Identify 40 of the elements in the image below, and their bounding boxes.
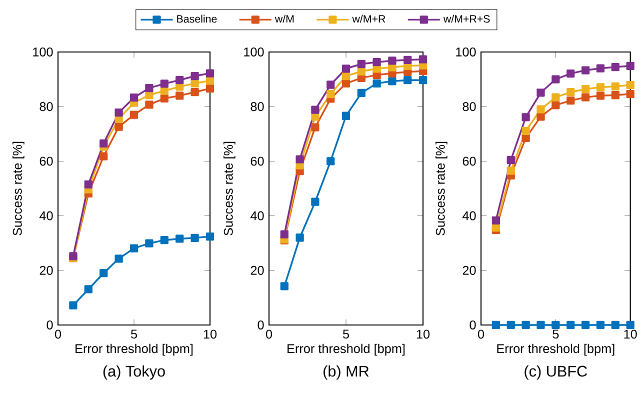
y-tick-label: 100 bbox=[33, 48, 53, 56]
y-tick-label: 40 bbox=[250, 211, 264, 220]
legend-label: Baseline bbox=[177, 14, 217, 23]
y-tick-label: 0 bbox=[46, 320, 53, 330]
x-tick-label: 10 bbox=[204, 330, 217, 339]
x-tick-label: 0 bbox=[266, 330, 272, 339]
x-axis-title: Error threshold [bpm] bbox=[497, 344, 614, 356]
y-tick-label: 20 bbox=[40, 266, 53, 275]
x-tick-label: 10 bbox=[624, 330, 637, 339]
y-tick-label: 60 bbox=[40, 156, 53, 166]
y-axis-title: Success rate [%] bbox=[224, 142, 236, 236]
y-tick-label: 100 bbox=[244, 48, 264, 56]
y-tick-label: 80 bbox=[462, 102, 476, 112]
text: (c) UBFC bbox=[524, 365, 587, 380]
legend-label: w/M+R bbox=[352, 14, 386, 23]
text: (b) MR bbox=[324, 365, 369, 380]
y-tick-label: 80 bbox=[250, 102, 264, 112]
y-tick-label: 20 bbox=[250, 266, 264, 275]
x-tick-label: 5 bbox=[552, 330, 559, 339]
y-axis-title: Success rate [%] bbox=[436, 142, 448, 236]
x-tick-label: 0 bbox=[478, 330, 484, 339]
y-tick-label: 80 bbox=[40, 102, 53, 112]
x-tick-label: 0 bbox=[54, 330, 62, 339]
legend-label: w/M+R+S bbox=[443, 14, 490, 23]
x-axis-title: Error threshold [bpm] bbox=[288, 344, 405, 356]
text: (a) Tokyo bbox=[103, 365, 165, 380]
y-tick-label: 0 bbox=[258, 320, 264, 330]
y-tick-label: 40 bbox=[462, 211, 476, 220]
y-tick-label: 40 bbox=[40, 211, 53, 220]
y-tick-label: 20 bbox=[462, 266, 476, 275]
y-tick-label: 0 bbox=[470, 320, 476, 330]
y-tick-label: 60 bbox=[250, 156, 264, 166]
x-tick-label: 10 bbox=[416, 330, 430, 339]
x-axis-title: Error threshold [bpm] bbox=[76, 344, 193, 356]
y-tick-label: 100 bbox=[456, 48, 476, 56]
x-tick-label: 5 bbox=[342, 330, 350, 339]
x-tick-label: 5 bbox=[130, 330, 138, 339]
y-axis-title: Success rate [%] bbox=[12, 142, 24, 236]
y-tick-label: 60 bbox=[462, 156, 476, 166]
legend-label: w/M bbox=[274, 14, 294, 23]
